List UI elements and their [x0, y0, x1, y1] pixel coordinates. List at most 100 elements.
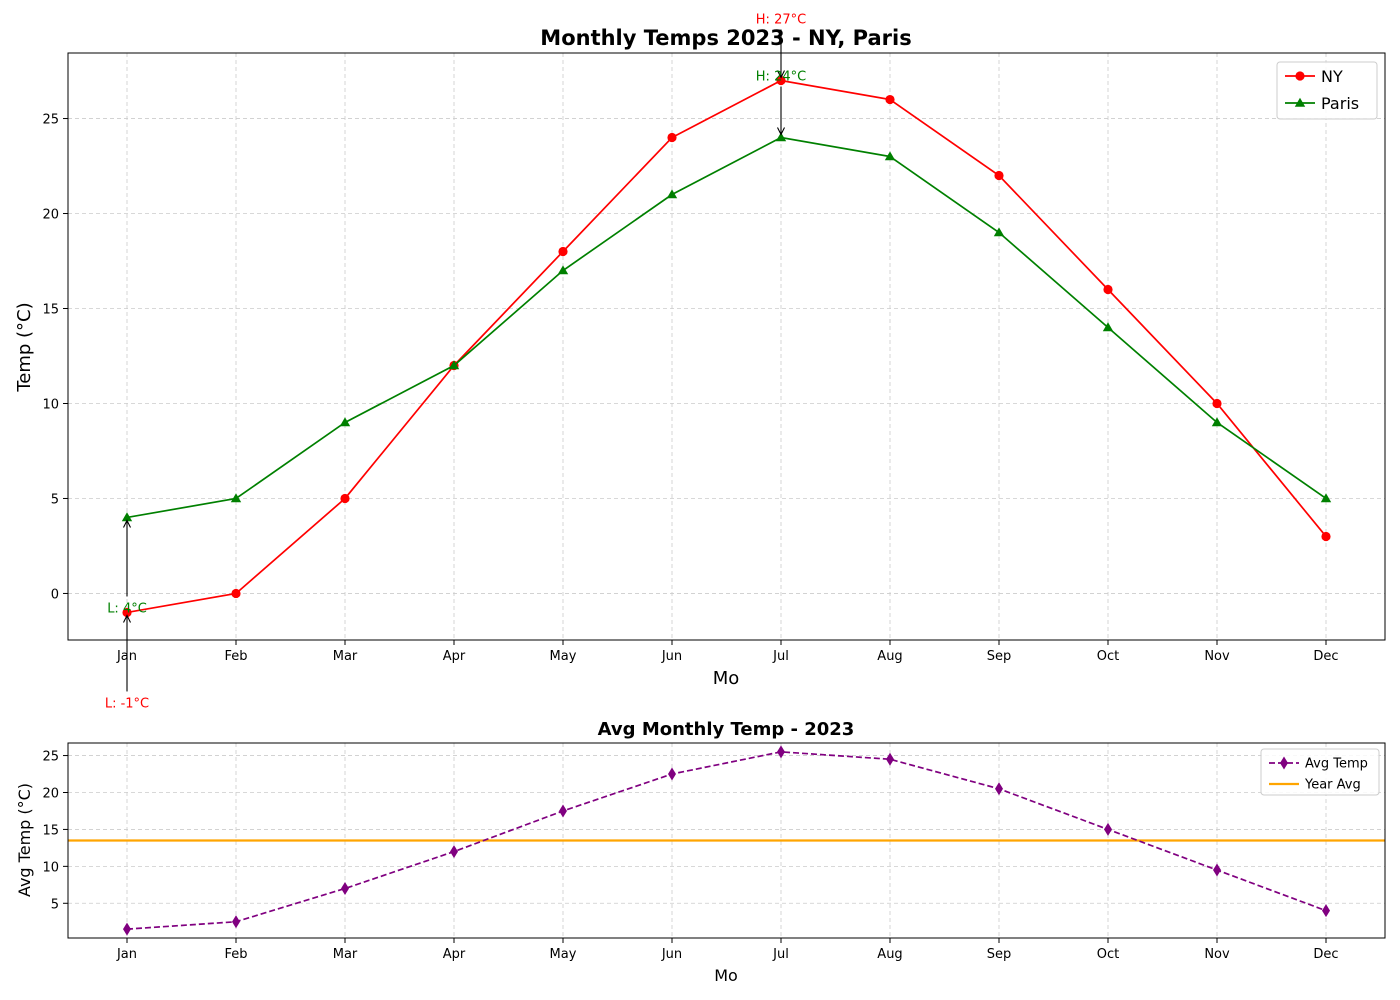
y-tick-label: 10 [42, 397, 59, 412]
data-point-paris [993, 227, 1005, 237]
data-point-paris [557, 265, 569, 275]
data-point-avg-temp [668, 767, 676, 781]
data-point-avg-temp [450, 845, 458, 859]
annotation-arrowhead [777, 127, 785, 136]
y-tick-label: 15 [42, 823, 59, 838]
monthly-temps-chart: Monthly Temps 2023 - NY, Paris Mo Temp (… [14, 13, 1386, 711]
legend-label: Avg Temp [1305, 757, 1368, 772]
x-tick-label: Feb [224, 947, 247, 962]
annotation-label: L: -1°C [105, 696, 149, 711]
y-axis-label: Avg Temp (°C) [15, 783, 34, 897]
y-tick-label: 5 [51, 897, 59, 912]
annotation-label: H: 24°C [756, 70, 806, 85]
plot-frame [67, 52, 1386, 641]
x-tick-label: Jul [772, 649, 789, 664]
legend-label: Year Avg [1304, 778, 1361, 793]
data-point-avg-temp [341, 882, 349, 896]
x-tick-label: May [550, 947, 577, 962]
y-tick-label: 5 [51, 492, 59, 507]
y-tick-label: 15 [42, 303, 59, 318]
x-tick-label: Apr [443, 649, 466, 664]
data-point-ny [1212, 398, 1222, 409]
y-tick-label: 25 [42, 113, 59, 128]
x-tick-label: Jun [661, 947, 682, 962]
data-point-paris [1211, 417, 1223, 427]
legend-marker [1294, 97, 1306, 107]
x-tick-label: Oct [1097, 947, 1119, 962]
y-axis-label: Temp (°C) [14, 302, 35, 392]
data-point-paris [775, 132, 787, 142]
data-point-ny [231, 588, 241, 599]
legend: Avg Temp Year Avg [1260, 748, 1380, 796]
x-tick-label: Nov [1204, 947, 1230, 962]
data-point-avg-temp [1104, 822, 1112, 836]
avg-monthly-temp-chart: Avg Monthly Temp - 2023 Mo Avg Temp (°C)… [15, 719, 1386, 985]
data-point-ny [558, 246, 568, 257]
x-tick-label: Nov [1204, 649, 1230, 664]
x-tick-label: May [550, 649, 577, 664]
chart-title: Monthly Temps 2023 - NY, Paris [540, 26, 911, 50]
legend-label: NY [1321, 67, 1343, 86]
data-point-avg-temp [559, 804, 567, 818]
data-point-paris [448, 360, 460, 370]
data-point-ny [122, 607, 132, 618]
series-line-ny [126, 79, 1327, 614]
legend: NY Paris [1276, 61, 1378, 120]
x-tick-label: Dec [1313, 947, 1338, 962]
data-point-ny [1103, 284, 1113, 295]
data-point-paris [666, 189, 678, 199]
x-tick-label: Jan [116, 947, 137, 962]
y-tick-label: 0 [51, 587, 59, 602]
data-point-ny [340, 493, 350, 504]
x-tick-label: Mar [333, 649, 358, 664]
chart-title: Avg Monthly Temp - 2023 [598, 719, 855, 740]
data-point-paris [339, 417, 351, 427]
data-point-ny [776, 75, 786, 86]
data-point-paris [230, 493, 242, 503]
plot-frame [67, 742, 1386, 939]
data-point-avg-temp [1322, 904, 1330, 918]
x-axis-label: Mo [713, 668, 740, 689]
legend-marker [1295, 71, 1305, 81]
x-tick-label: Sep [987, 947, 1012, 962]
data-point-ny [885, 94, 895, 105]
data-point-ny [1321, 531, 1331, 542]
y-tick-label: 20 [42, 208, 59, 223]
y-tick-label: 10 [42, 860, 59, 875]
x-tick-label: Apr [443, 947, 466, 962]
series-line-avg-temp [126, 751, 1327, 930]
x-tick-label: Oct [1097, 649, 1119, 664]
x-tick-label: Jul [772, 947, 789, 962]
y-tick-label: 25 [42, 750, 59, 765]
legend-label: Paris [1321, 94, 1359, 113]
series-line-paris [126, 136, 1327, 519]
y-tick-label: 20 [42, 786, 59, 801]
x-tick-label: Jun [661, 649, 682, 664]
data-point-paris [884, 151, 896, 161]
data-point-avg-temp [1213, 863, 1221, 877]
x-tick-label: Sep [987, 649, 1012, 664]
annotation-arrowhead [777, 70, 785, 79]
data-point-paris [1320, 493, 1332, 503]
legend-marker [1280, 756, 1288, 770]
x-tick-label: Aug [877, 947, 902, 962]
data-point-avg-temp [886, 752, 894, 766]
x-tick-label: Dec [1313, 649, 1338, 664]
x-tick-label: Feb [224, 649, 247, 664]
annotation-label: L: 4°C [107, 601, 147, 616]
data-point-avg-temp [232, 915, 240, 929]
data-point-ny [994, 170, 1004, 181]
x-tick-label: Aug [877, 649, 902, 664]
x-axis-label: Mo [714, 966, 738, 985]
annotation-arrowhead [123, 519, 131, 528]
data-point-ny [667, 132, 677, 143]
annotation-label: H: 27°C [756, 13, 806, 28]
annotation-arrowhead [123, 614, 131, 623]
data-point-paris [1102, 322, 1114, 332]
data-point-avg-temp [123, 922, 131, 936]
data-point-avg-temp [995, 782, 1003, 796]
x-tick-label: Jan [116, 649, 137, 664]
x-tick-label: Mar [333, 947, 358, 962]
data-point-avg-temp [777, 745, 785, 759]
